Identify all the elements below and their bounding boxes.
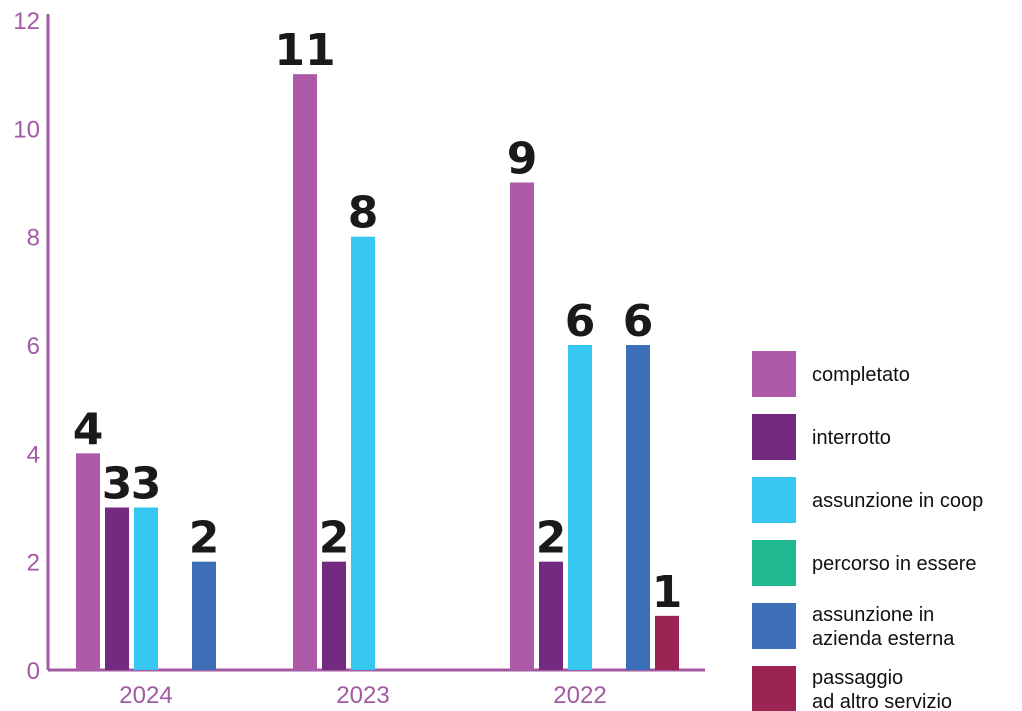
bar xyxy=(192,561,216,670)
y-tick-label: 8 xyxy=(27,225,40,252)
bar xyxy=(105,507,129,670)
data-label: 3 xyxy=(131,459,162,510)
bar xyxy=(655,615,679,670)
legend-label: assunzione in azienda esterna xyxy=(812,604,955,650)
data-label: 6 xyxy=(623,296,654,347)
y-tick-label: 0 xyxy=(27,658,40,685)
legend-label: percorso in essere xyxy=(812,553,977,575)
bar xyxy=(293,74,317,670)
legend-label: interrotto xyxy=(812,427,891,449)
bar xyxy=(510,182,534,670)
legend-label: completato xyxy=(812,364,910,386)
legend-label: passaggio ad altro servizio xyxy=(812,667,952,711)
legend-label: assunzione in coop xyxy=(812,490,983,512)
data-label: 1 xyxy=(652,567,683,618)
y-tick-label: 6 xyxy=(27,333,40,360)
bar xyxy=(351,236,375,670)
bar xyxy=(539,561,563,670)
data-label: 2 xyxy=(189,513,220,564)
bar xyxy=(134,507,158,670)
bar xyxy=(626,345,650,670)
legend-swatch xyxy=(752,603,796,649)
legend-swatch xyxy=(752,540,796,586)
data-label: 9 xyxy=(507,134,538,185)
data-label: 8 xyxy=(348,188,379,239)
legend-swatch xyxy=(752,351,796,397)
data-label: 6 xyxy=(565,296,596,347)
y-tick-label: 2 xyxy=(27,550,40,577)
y-tick-label: 12 xyxy=(13,8,40,35)
y-tick-label: 10 xyxy=(13,116,40,143)
bars xyxy=(76,74,679,670)
y-tick-label: 4 xyxy=(27,441,40,468)
legend-swatch xyxy=(752,477,796,523)
x-category-label: 2024 xyxy=(119,682,172,709)
legend-swatch xyxy=(752,666,796,711)
x-category-label: 2023 xyxy=(336,682,389,709)
legend-swatch xyxy=(752,414,796,460)
data-label: 3 xyxy=(102,459,133,510)
legend: completato interrotto assunzione in coop pe… xyxy=(752,351,983,711)
bar xyxy=(76,453,100,670)
bar xyxy=(568,345,592,670)
data-label: 4 xyxy=(73,404,104,455)
bar xyxy=(322,561,346,670)
x-category-label: 2022 xyxy=(553,682,606,709)
data-label: 2 xyxy=(319,513,350,564)
data-label: 2 xyxy=(536,513,567,564)
data-label: 11 xyxy=(274,25,335,76)
